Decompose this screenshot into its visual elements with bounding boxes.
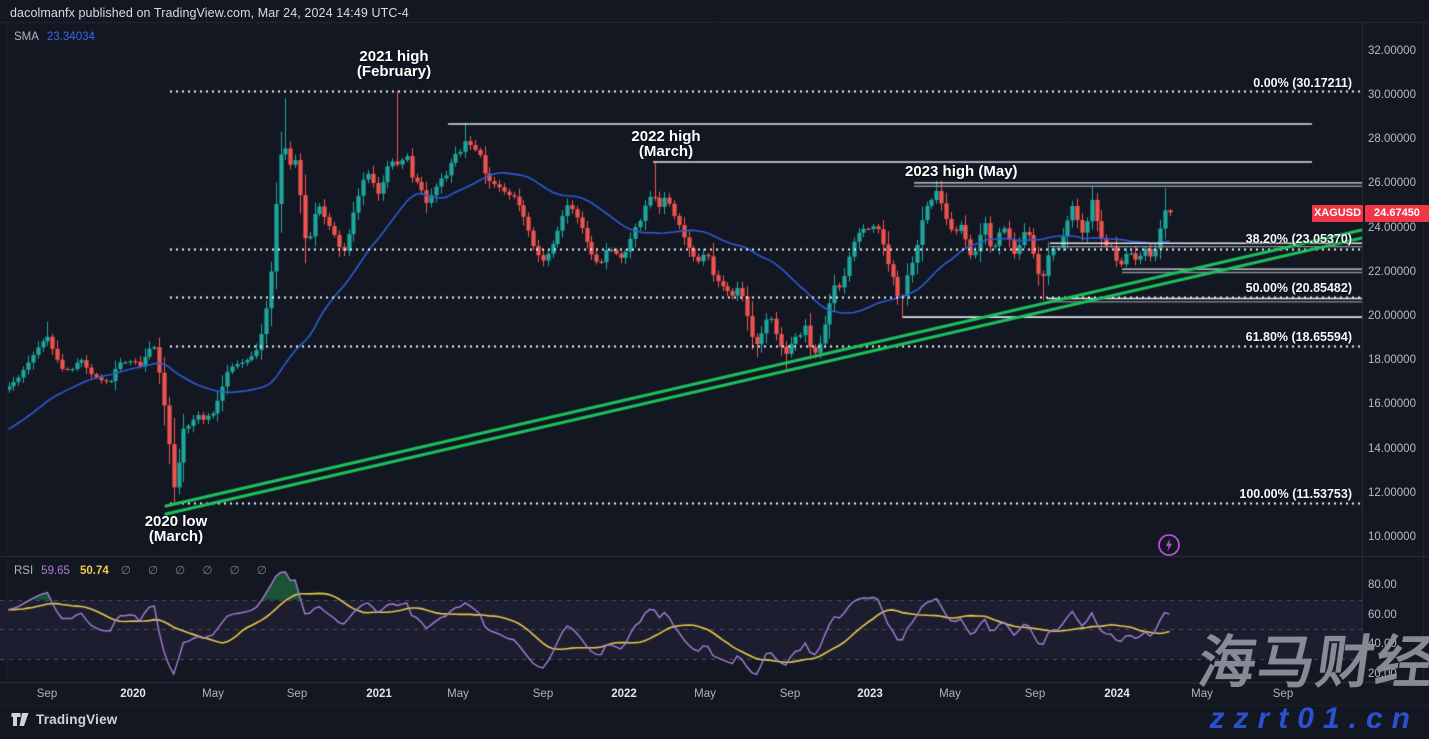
- price-axis-tick: 20.00000: [1368, 310, 1416, 322]
- rsi-ma-value: 50.74: [79, 565, 109, 577]
- rsi-legend[interactable]: RSI 59.65 50.74 ∅ ∅ ∅ ∅ ∅ ∅: [14, 563, 274, 577]
- time-axis-tick: May: [694, 688, 716, 700]
- time-axis-tick: May: [939, 688, 961, 700]
- price-axis-tick: 22.00000: [1368, 266, 1416, 278]
- time-axis-tick: Sep: [1024, 688, 1046, 700]
- price-axis-tick: 30.00000: [1368, 89, 1416, 101]
- time-axis-tick: May: [447, 688, 469, 700]
- annotation-2020-low: 2020 low (March): [144, 513, 208, 545]
- price-axis-tick: 14.00000: [1368, 443, 1416, 455]
- price-axis-tick: 32.00000: [1368, 45, 1416, 57]
- watermark-cjk: 海马财经: [1194, 631, 1429, 695]
- rsi-axis-tick: 80.00: [1368, 579, 1397, 591]
- lightning-icon: [1158, 534, 1180, 556]
- time-axis-tick: Sep: [779, 688, 801, 700]
- sma-legend-value: 23.34034: [46, 31, 95, 43]
- fib-label-618: 61.80% (18.65594): [1245, 330, 1352, 344]
- time-axis-tick: May: [202, 688, 224, 700]
- time-axis-tick: Sep: [286, 688, 308, 700]
- sma-legend[interactable]: SMA 23.34034: [14, 31, 95, 43]
- rsi-axis-tick: 60.00: [1368, 609, 1397, 621]
- rsi-legend-label: RSI: [14, 565, 34, 577]
- watermark-site: zzrt01.cn: [1209, 702, 1419, 735]
- fib-label-0: 0.00% (30.17211): [1253, 76, 1352, 90]
- price-axis-tick: 24.00000: [1368, 222, 1416, 234]
- tradingview-logo-icon: [11, 713, 29, 726]
- time-axis-tick: May: [1191, 688, 1213, 700]
- tradingview-brand-text: TradingView: [36, 712, 118, 727]
- time-axis-tick: Sep: [1272, 688, 1294, 700]
- lightning-reaction-button[interactable]: [1157, 533, 1181, 557]
- fib-label-100: 100.00% (11.53753): [1239, 487, 1352, 501]
- time-axis-tick: Sep: [532, 688, 554, 700]
- rsi-empty-slots: ∅ ∅ ∅ ∅ ∅ ∅: [120, 565, 274, 577]
- price-axis-tick: 26.00000: [1368, 177, 1416, 189]
- price-axis-tick: 28.00000: [1368, 133, 1416, 145]
- price-axis-tick: 10.00000: [1368, 531, 1416, 543]
- time-axis-tick: 2024: [1104, 688, 1130, 700]
- symbol-badge: XAGUSD: [1312, 205, 1363, 222]
- published-info: dacolmanfx published on TradingView.com,…: [10, 6, 409, 20]
- fib-label-382: 38.20% (23.05370): [1245, 232, 1352, 246]
- annotation-2022-high: 2022 high (March): [631, 128, 701, 160]
- annotation-2021-high: 2021 high (February): [356, 48, 432, 80]
- price-axis-tick: 18.00000: [1368, 354, 1416, 366]
- tradingview-attribution[interactable]: TradingView: [11, 712, 117, 727]
- rsi-axis-tick: 20.00: [1368, 668, 1397, 680]
- time-axis-tick: Sep: [36, 688, 58, 700]
- rsi-axis-tick: 40.00: [1368, 638, 1397, 650]
- time-axis-tick: 2021: [366, 688, 392, 700]
- fib-label-50: 50.00% (20.85482): [1245, 281, 1352, 295]
- last-price-badge: 24.67450: [1365, 205, 1429, 222]
- annotation-2023-high: 2023 high (May): [905, 163, 1018, 180]
- rsi-value: 59.65: [41, 565, 70, 577]
- time-axis-tick: 2022: [611, 688, 637, 700]
- price-axis-tick: 16.00000: [1368, 398, 1416, 410]
- price-axis-tick: 12.00000: [1368, 487, 1416, 499]
- time-axis-tick: 2020: [120, 688, 146, 700]
- sma-legend-label: SMA: [14, 31, 39, 43]
- time-axis-tick: 2023: [857, 688, 883, 700]
